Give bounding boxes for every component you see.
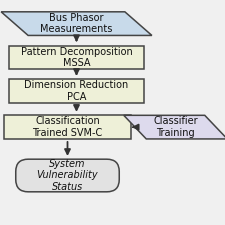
Bar — [4, 115, 130, 139]
Text: Dimension Reduction
PCA: Dimension Reduction PCA — [24, 80, 129, 102]
Text: System
Vulnerability
Status: System Vulnerability Status — [37, 159, 98, 192]
FancyBboxPatch shape — [16, 159, 119, 192]
Text: Pattern Decomposition
MSSA: Pattern Decomposition MSSA — [21, 47, 132, 68]
Polygon shape — [124, 115, 225, 139]
Polygon shape — [1, 12, 152, 35]
Bar — [9, 45, 144, 69]
Text: Classifier
Training: Classifier Training — [153, 116, 198, 138]
Text: Classification
Trained SVM-C: Classification Trained SVM-C — [32, 116, 103, 138]
Text: Bus Phasor
Measurements: Bus Phasor Measurements — [40, 13, 113, 34]
Bar — [9, 79, 144, 103]
